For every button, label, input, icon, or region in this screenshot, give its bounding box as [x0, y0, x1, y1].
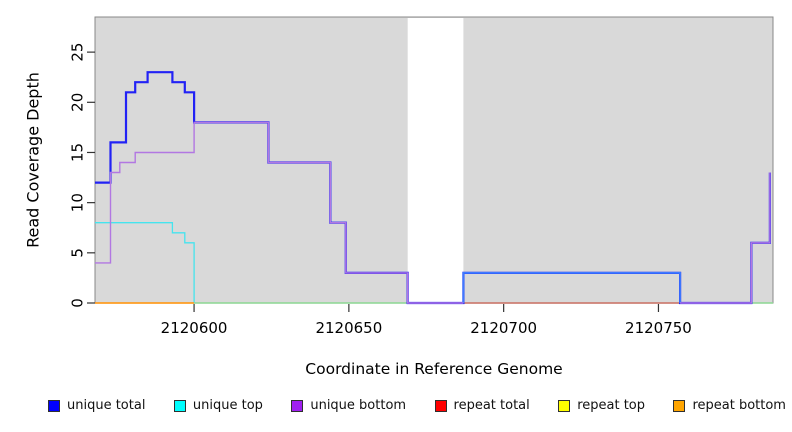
- legend-item: repeat total: [434, 398, 530, 413]
- legend-item: repeat bottom: [673, 398, 786, 413]
- legend-label: repeat total: [453, 398, 530, 413]
- legend-item: unique bottom: [291, 398, 406, 413]
- coverage-chart: 0 5 10 15 20 25 2120600 2120650 2120700 2120750: [69, 16, 774, 337]
- y-tick-label: 20: [69, 93, 87, 112]
- x-axis-title: Coordinate in Reference Genome: [305, 360, 563, 378]
- legend-label: unique bottom: [310, 398, 407, 413]
- legend-label: repeat top: [577, 398, 645, 413]
- legend: unique total unique top unique bottom re…: [48, 398, 786, 413]
- y-tick-label: 10: [69, 193, 87, 212]
- legend-swatch: [434, 399, 447, 412]
- series-unique-bottom: [680, 172, 771, 304]
- legend-item: unique top: [173, 398, 263, 413]
- x-tick-label: 2120700: [470, 319, 537, 337]
- legend-swatch: [673, 399, 686, 412]
- legend-swatch: [173, 399, 186, 412]
- y-axis-title: Read Coverage Depth: [23, 72, 43, 248]
- series-unique-bottom: [95, 121, 464, 304]
- legend-item: unique total: [48, 398, 145, 413]
- x-tick-label: 2120650: [315, 319, 382, 337]
- masked-gap-region: [407, 18, 464, 304]
- legend-label: repeat bottom: [692, 398, 786, 413]
- legend-swatch: [558, 399, 571, 412]
- series-unique-top: [95, 222, 773, 304]
- y-tick-label: 25: [69, 43, 87, 62]
- legend-swatch: [48, 399, 60, 412]
- y-tick-label: 0: [69, 298, 87, 308]
- legend-label: unique top: [192, 398, 263, 413]
- x-tick-label: 2120600: [161, 319, 228, 337]
- legend-label: unique total: [67, 398, 146, 413]
- y-tick-label: 5: [69, 248, 87, 258]
- y-tick-label: 15: [69, 143, 87, 162]
- series-unique-total-after-gap: [462, 272, 681, 303]
- x-tick-label: 2120750: [625, 319, 692, 337]
- legend-swatch: [291, 399, 304, 412]
- legend-item: repeat top: [558, 398, 645, 413]
